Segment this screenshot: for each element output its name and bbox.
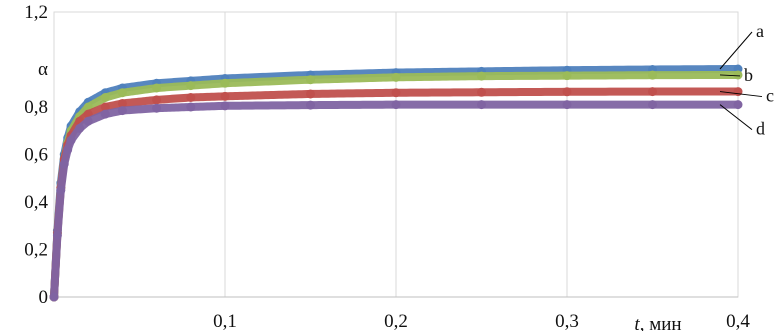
point-d-10 bbox=[152, 103, 162, 113]
point-b-18 bbox=[733, 70, 743, 80]
point-d-8 bbox=[100, 109, 110, 119]
y-axis-label: α bbox=[38, 59, 48, 80]
point-c-9 bbox=[117, 98, 127, 108]
point-d-5 bbox=[66, 135, 76, 145]
point-d-18 bbox=[733, 100, 743, 110]
point-d-11 bbox=[186, 102, 196, 112]
point-d-12 bbox=[220, 101, 230, 111]
gridlines bbox=[224, 12, 739, 297]
callout-label-b: b bbox=[744, 65, 753, 85]
series-callouts: a bcd bbox=[719, 21, 774, 139]
point-d-17 bbox=[648, 100, 657, 110]
point-c-18 bbox=[733, 87, 743, 97]
callout-leader-a bbox=[719, 31, 753, 70]
point-d-4 bbox=[63, 145, 73, 155]
point-b-9 bbox=[117, 88, 127, 98]
x-axis-label-unit: , мин bbox=[640, 314, 682, 331]
callout-label-c: c bbox=[766, 86, 774, 106]
y-tick-label-0: 0 bbox=[39, 287, 49, 308]
point-b-8 bbox=[100, 93, 110, 102]
callout-leader-b bbox=[719, 74, 741, 77]
point-d-13 bbox=[306, 100, 315, 110]
series-d bbox=[49, 100, 743, 302]
y-tick-label-4: 0,8 bbox=[24, 97, 48, 118]
point-c-11 bbox=[186, 93, 196, 102]
point-b-10 bbox=[152, 83, 162, 93]
point-d-14 bbox=[391, 100, 401, 110]
point-d-16 bbox=[562, 100, 572, 110]
point-d-0 bbox=[49, 292, 59, 302]
y-tick-label-2: 0,4 bbox=[24, 192, 48, 213]
point-d-2 bbox=[56, 185, 66, 195]
y-tick-label-5: 1,2 bbox=[24, 2, 48, 23]
callout-leader-d bbox=[719, 104, 753, 131]
point-d-6 bbox=[75, 123, 85, 133]
point-d-15 bbox=[477, 100, 486, 110]
point-c-12 bbox=[220, 91, 230, 101]
callout-label-d: d bbox=[756, 119, 765, 139]
point-b-12 bbox=[220, 78, 230, 88]
data-series bbox=[49, 64, 743, 302]
point-b-15 bbox=[477, 71, 486, 81]
point-b-11 bbox=[186, 81, 196, 91]
callout-label-a: a bbox=[756, 21, 764, 41]
x-tick-labels: 0,1 0,2 0,3 0,4 bbox=[213, 311, 750, 331]
x-tick-label-1: 0,2 bbox=[384, 311, 408, 331]
point-c-10 bbox=[152, 95, 162, 105]
point-b-14 bbox=[391, 72, 401, 82]
point-d-7 bbox=[83, 116, 93, 126]
point-d-9 bbox=[117, 106, 127, 116]
point-c-17 bbox=[648, 87, 657, 97]
point-c-14 bbox=[391, 88, 401, 98]
x-axis-label-var: t bbox=[634, 314, 640, 331]
x-tick-label-0: 0,1 bbox=[213, 311, 237, 331]
point-b-13 bbox=[306, 75, 315, 85]
point-d-3 bbox=[59, 159, 69, 169]
x-axis-label: t, мин bbox=[634, 314, 681, 331]
x-tick-label-3: 0,4 bbox=[726, 311, 750, 331]
point-b-17 bbox=[648, 70, 657, 80]
axes bbox=[53, 11, 739, 298]
y-tick-label-3: 0,6 bbox=[24, 145, 48, 166]
y-tick-labels: 0 0,2 0,4 0,6 0,8 1,2 bbox=[24, 2, 48, 308]
callout-leader-c bbox=[719, 91, 763, 98]
y-tick-label-1: 0,2 bbox=[24, 240, 48, 261]
point-d-1 bbox=[52, 230, 62, 240]
point-c-16 bbox=[562, 87, 572, 97]
point-c-13 bbox=[306, 89, 315, 99]
point-b-16 bbox=[562, 71, 572, 81]
point-c-15 bbox=[477, 87, 486, 97]
x-tick-label-2: 0,3 bbox=[555, 311, 579, 331]
point-c-8 bbox=[100, 102, 110, 112]
